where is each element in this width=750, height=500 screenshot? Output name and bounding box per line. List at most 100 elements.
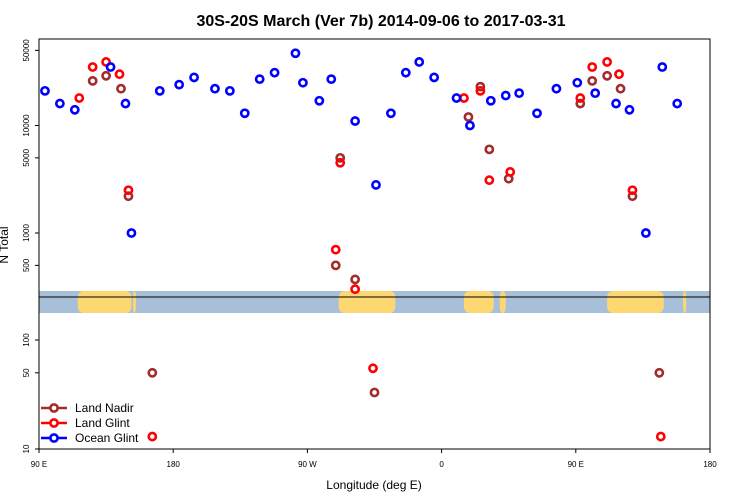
data-point-land-nadir <box>147 367 158 378</box>
data-point-land-glint <box>330 244 341 255</box>
data-point-land-glint <box>627 185 638 196</box>
data-point-ocean-glint <box>239 108 250 119</box>
x-tick-label: 0 <box>439 460 444 469</box>
data-point-land-glint <box>368 363 378 374</box>
data-point-ocean-glint <box>400 67 411 78</box>
data-point-land-glint <box>575 93 586 103</box>
data-point-land-nadir <box>87 75 98 86</box>
data-point-land-glint <box>123 185 134 196</box>
legend-marker <box>49 418 59 428</box>
x-axis-label: Longitude (deg E) <box>326 478 421 492</box>
data-point-ocean-glint <box>174 79 185 90</box>
legend-label: Ocean Glint <box>75 431 139 445</box>
data-point-land-nadir <box>335 152 346 163</box>
data-point-ocean-glint <box>126 228 137 238</box>
y-tick-label: 50 <box>22 368 31 377</box>
data-point-land-nadir <box>350 274 361 285</box>
data-point-ocean-glint <box>189 72 199 83</box>
data-point-ocean-glint <box>371 180 381 190</box>
map-land-5 <box>607 291 664 313</box>
data-point-ocean-glint <box>386 108 396 119</box>
data-point-land-glint <box>602 57 613 67</box>
data-point-land-glint <box>335 157 346 168</box>
x-tick-label: 180 <box>167 460 181 469</box>
data-point-land-glint <box>459 93 469 103</box>
y-axis-label: N Total <box>0 226 11 263</box>
legend-marker <box>49 433 59 443</box>
x-tick-label: 90 E <box>568 460 584 469</box>
data-point-ocean-glint <box>269 67 280 78</box>
data-point-land-glint <box>655 431 666 442</box>
x-tick-label: 90 E <box>31 460 47 469</box>
data-point-land-glint <box>147 431 158 442</box>
map-land-3 <box>463 291 494 313</box>
data-point-land-nadir <box>654 367 665 378</box>
data-point-land-glint <box>475 85 486 96</box>
y-tick-label: 1000 <box>22 224 31 242</box>
data-point-ocean-glint <box>154 85 165 96</box>
data-point-ocean-glint <box>485 95 496 106</box>
plot-frame <box>38 38 711 450</box>
data-point-ocean-glint <box>314 95 325 106</box>
data-point-ocean-glint <box>254 74 265 85</box>
data-point-land-glint <box>614 69 624 80</box>
data-point-land-nadir <box>116 83 126 94</box>
y-tick-label: 100 <box>22 333 31 347</box>
y-tick-label: 500 <box>22 258 31 272</box>
map-land-6 <box>683 291 687 313</box>
map-land-2 <box>338 291 396 313</box>
data-point-land-glint <box>505 167 516 177</box>
legend-label: Land Nadir <box>75 401 134 415</box>
data-point-ocean-glint <box>105 62 116 72</box>
y-tick-label: 10000 <box>22 114 31 137</box>
data-point-ocean-glint <box>290 48 301 59</box>
data-point-ocean-glint <box>69 104 80 115</box>
data-point-ocean-glint <box>350 116 361 126</box>
data-point-land-nadir <box>475 81 486 92</box>
map-land-0 <box>77 291 132 313</box>
y-tick-label: 10 <box>22 444 31 453</box>
data-point-land-nadir <box>575 98 586 109</box>
data-point-land-nadir <box>602 70 613 81</box>
data-point-ocean-glint <box>672 98 683 109</box>
data-point-ocean-glint <box>451 93 462 103</box>
data-point-ocean-glint <box>624 104 635 115</box>
data-point-land-nadir <box>587 75 598 86</box>
x-tick-label: 180 <box>703 460 717 469</box>
data-point-ocean-glint <box>414 57 425 67</box>
data-point-land-nadir <box>484 144 495 155</box>
data-point-land-nadir <box>369 387 380 398</box>
data-point-ocean-glint <box>326 74 337 85</box>
data-point-ocean-glint <box>120 98 131 109</box>
data-point-ocean-glint <box>514 88 525 99</box>
data-point-ocean-glint <box>500 90 511 101</box>
legend-label: Land Glint <box>75 416 130 430</box>
data-point-ocean-glint <box>298 77 308 88</box>
data-point-ocean-glint <box>572 77 583 88</box>
data-point-land-nadir <box>615 83 626 94</box>
legend-marker <box>49 403 59 413</box>
data-point-land-glint <box>114 69 125 80</box>
data-point-ocean-glint <box>551 83 562 94</box>
data-point-ocean-glint <box>611 98 621 109</box>
data-point-ocean-glint <box>532 108 542 119</box>
data-point-ocean-glint <box>657 62 668 72</box>
x-tick-label: 90 W <box>298 460 317 469</box>
y-tick-label: 5000 <box>22 148 31 166</box>
data-point-ocean-glint <box>640 228 651 238</box>
map-land-4 <box>499 291 506 313</box>
data-point-land-glint <box>484 175 495 186</box>
data-point-land-glint <box>587 62 598 72</box>
data-point-land-glint <box>87 62 98 72</box>
y-tick-label: 50000 <box>22 39 31 62</box>
chart-title: 30S-20S March (Ver 7b) 2014-09-06 to 201… <box>196 13 565 30</box>
data-point-ocean-glint <box>429 72 440 83</box>
data-point-ocean-glint <box>54 98 65 109</box>
data-point-ocean-glint <box>465 120 475 131</box>
data-point-land-glint <box>350 284 361 295</box>
data-point-land-glint <box>74 93 85 103</box>
data-point-land-nadir <box>330 260 341 271</box>
map-land-1 <box>132 291 136 313</box>
data-point-ocean-glint <box>40 85 50 96</box>
